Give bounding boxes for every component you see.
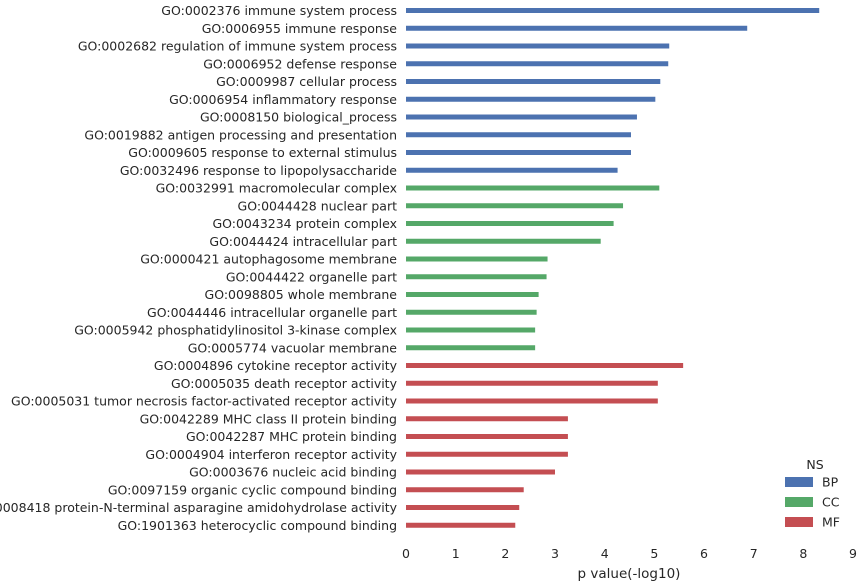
legend-swatch-bp bbox=[785, 477, 813, 487]
bar-bp bbox=[406, 61, 669, 67]
x-tick-label: 3 bbox=[551, 546, 559, 561]
y-tick-label: GO:0006954 inflammatory response bbox=[169, 92, 397, 107]
bar-mf bbox=[406, 380, 658, 386]
legend: NS BP CC MF bbox=[785, 457, 840, 530]
x-tick-label: 7 bbox=[750, 546, 758, 561]
legend-title: NS bbox=[806, 457, 823, 472]
y-tick-label: GO:0098805 whole membrane bbox=[205, 287, 398, 302]
x-tick-label: 4 bbox=[601, 546, 609, 561]
y-tick-label: GO:0005031 tumor necrosis factor-activat… bbox=[11, 394, 398, 409]
y-tick-label: GO:0008150 biological_process bbox=[200, 110, 397, 125]
bar-mf bbox=[406, 505, 520, 510]
y-tick-label: GO:0003676 nucleic acid binding bbox=[189, 465, 397, 480]
bar-bp bbox=[406, 43, 670, 49]
x-tick-label: 5 bbox=[650, 546, 658, 561]
x-tick-label: 1 bbox=[452, 546, 460, 561]
y-tick-label: GO:0005035 death receptor activity bbox=[171, 376, 398, 391]
bar-bp bbox=[406, 167, 618, 173]
x-tick-label: 8 bbox=[799, 546, 807, 561]
bar-cc bbox=[406, 238, 601, 244]
bar-bp bbox=[406, 79, 661, 84]
y-tick-label: GO:0044446 intracellular organelle part bbox=[147, 305, 397, 320]
legend-swatch-mf bbox=[785, 517, 813, 527]
bars-layer bbox=[406, 8, 820, 528]
y-tick-labels: GO:0002376 immune system process GO:00069… bbox=[0, 3, 398, 533]
y-tick-label: GO:0005942 phosphatidylinositol 3-kinase… bbox=[74, 323, 397, 338]
bar-cc bbox=[406, 292, 539, 297]
bar-mf bbox=[406, 398, 658, 404]
bar-bp bbox=[406, 150, 631, 155]
x-tick-label: 2 bbox=[501, 546, 509, 561]
bar-cc bbox=[406, 185, 660, 191]
bar-mf bbox=[406, 451, 568, 457]
bar-mf bbox=[406, 469, 555, 475]
y-tick-label: GO:0043234 protein complex bbox=[212, 216, 397, 231]
y-tick-label: GO:0002376 immune system process bbox=[161, 3, 397, 18]
y-tick-label: GO:0004904 interferon receptor activity bbox=[145, 447, 397, 462]
x-axis-label: p value(-log10) bbox=[578, 566, 681, 582]
bar-cc bbox=[406, 274, 547, 280]
y-tick-label: GO:0005774 vacuolar membrane bbox=[188, 340, 398, 355]
y-tick-label: GO:0002682 regulation of immune system p… bbox=[78, 39, 397, 54]
bar-cc bbox=[406, 345, 536, 351]
bar-cc bbox=[406, 203, 624, 209]
legend-entries: BP CC MF bbox=[785, 475, 840, 530]
bar-cc bbox=[406, 327, 536, 333]
y-tick-label: GO:0006955 immune response bbox=[202, 21, 398, 36]
x-tick-label: 6 bbox=[700, 546, 708, 561]
bar-cc bbox=[406, 221, 614, 226]
bar-bp bbox=[406, 132, 631, 138]
y-tick-label: GO:0009605 response to external stimulus bbox=[128, 145, 397, 160]
bar-bp bbox=[406, 114, 637, 120]
bar-cc bbox=[406, 309, 537, 315]
y-tick-label: GO:0009987 cellular process bbox=[216, 74, 397, 89]
y-tick-label: GO:0032496 response to lipopolysaccharid… bbox=[120, 163, 397, 178]
legend-label-mf: MF bbox=[822, 515, 840, 530]
y-tick-label: GO:0044424 intracellular part bbox=[209, 234, 397, 249]
x-tick-label: 9 bbox=[849, 546, 857, 561]
bar-cc bbox=[406, 256, 548, 262]
y-tick-label: GO:0006952 defense response bbox=[203, 56, 397, 71]
bar-bp bbox=[406, 25, 748, 31]
y-tick-label: GO:0008418 protein-N-terminal asparagine… bbox=[0, 500, 398, 515]
legend-label-bp: BP bbox=[822, 475, 839, 490]
y-tick-label: GO:0000421 autophagosome membrane bbox=[140, 252, 397, 267]
y-tick-label: GO:0097159 organic cyclic compound bindi… bbox=[108, 482, 397, 497]
y-tick-label: GO:0044428 nuclear part bbox=[238, 198, 398, 213]
y-tick-label: GO:0042289 MHC class II protein binding bbox=[140, 411, 397, 426]
x-tick-labels: 0 1 2 3 4 5 6 7 8 9 bbox=[402, 546, 857, 561]
y-tick-label: GO:1901363 heterocyclic compound binding bbox=[118, 518, 397, 533]
bar-mf bbox=[406, 363, 684, 368]
y-tick-label: GO:0019882 antigen processing and presen… bbox=[84, 127, 397, 142]
bar-mf bbox=[406, 522, 516, 528]
x-tick-label: 0 bbox=[402, 546, 410, 561]
y-tick-label: GO:0044422 organelle part bbox=[226, 269, 397, 284]
bar-bp bbox=[406, 96, 656, 102]
bar-mf bbox=[406, 487, 524, 493]
legend-label-cc: CC bbox=[822, 495, 840, 510]
y-tick-label: GO:0032991 macromolecular complex bbox=[156, 181, 397, 196]
bar-mf bbox=[406, 416, 568, 422]
y-tick-label: GO:0042287 MHC protein binding bbox=[186, 429, 397, 444]
y-tick-label: GO:0004896 cytokine receptor activity bbox=[154, 358, 398, 373]
legend-swatch-cc bbox=[785, 497, 813, 507]
bar-bp bbox=[406, 8, 820, 13]
bar-mf bbox=[406, 434, 568, 439]
